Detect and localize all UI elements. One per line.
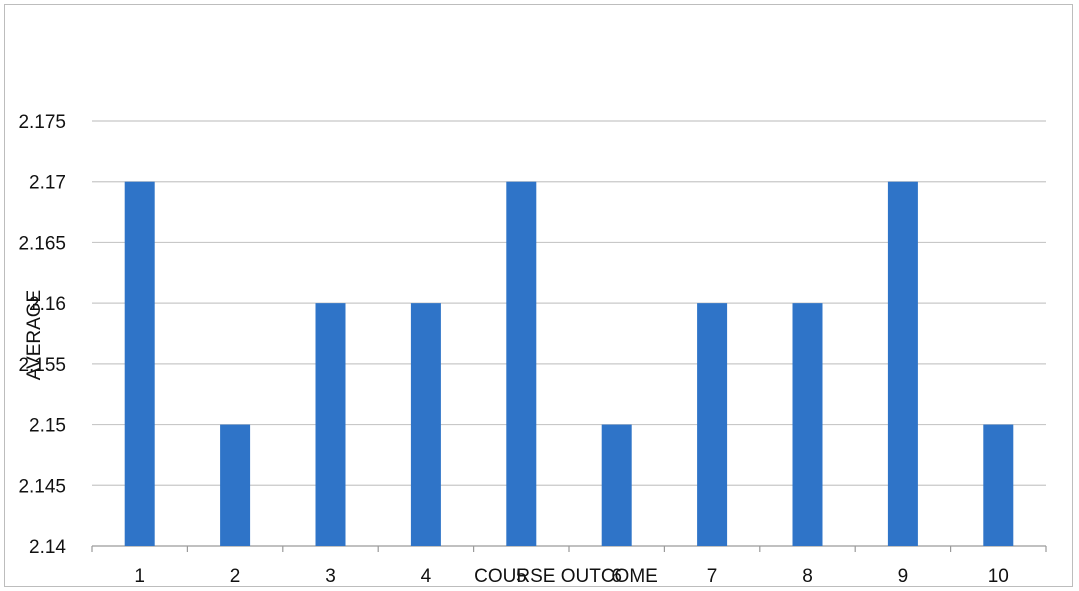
chart-frame — [4, 4, 1073, 587]
y-tick-label: 2.15 — [29, 416, 66, 437]
y-tick-label: 2.155 — [18, 355, 66, 376]
bars — [124, 181, 1014, 546]
x-tick-label: 6 — [611, 566, 622, 587]
y-tick-label: 2.175 — [18, 112, 66, 133]
y-tick-label: 2.14 — [29, 537, 66, 558]
bar-7 — [697, 303, 728, 546]
bar-3 — [315, 303, 346, 546]
x-tick-label: 5 — [516, 566, 527, 587]
x-tick-label: 8 — [802, 566, 813, 587]
y-tick-labels: 2.14 2.145 2.15 2.155 2.16 2.165 2.17 2.175 — [18, 112, 66, 558]
x-tick-labels: 1 2 3 4 5 6 7 8 9 10 — [134, 566, 1008, 587]
bar-8 — [792, 303, 823, 546]
bar-2 — [220, 424, 251, 546]
axes — [91, 545, 1047, 552]
x-axis-title: COURSE OUTCOME — [474, 566, 658, 587]
x-tick-label: 2 — [230, 566, 241, 587]
x-tick-label: 7 — [707, 566, 718, 587]
y-tick-label: 2.165 — [18, 233, 66, 254]
x-tick-label: 1 — [134, 566, 145, 587]
x-tick-label: 9 — [898, 566, 909, 587]
x-tick-label: 10 — [988, 566, 1009, 587]
y-tick-label: 2.16 — [29, 294, 66, 315]
y-tick-label: 2.17 — [29, 173, 66, 194]
x-tick-label: 4 — [421, 566, 432, 587]
bar-9 — [887, 181, 918, 546]
y-tick-label: 2.145 — [18, 476, 66, 497]
gridlines — [92, 120, 1046, 486]
y-axis-title: AVERAGE — [24, 290, 45, 380]
bar-4 — [410, 303, 441, 546]
bar-1 — [124, 181, 155, 546]
bar-5 — [506, 181, 537, 546]
x-tick-label: 3 — [325, 566, 336, 587]
bar-6 — [601, 424, 632, 546]
bar-10 — [983, 424, 1014, 546]
